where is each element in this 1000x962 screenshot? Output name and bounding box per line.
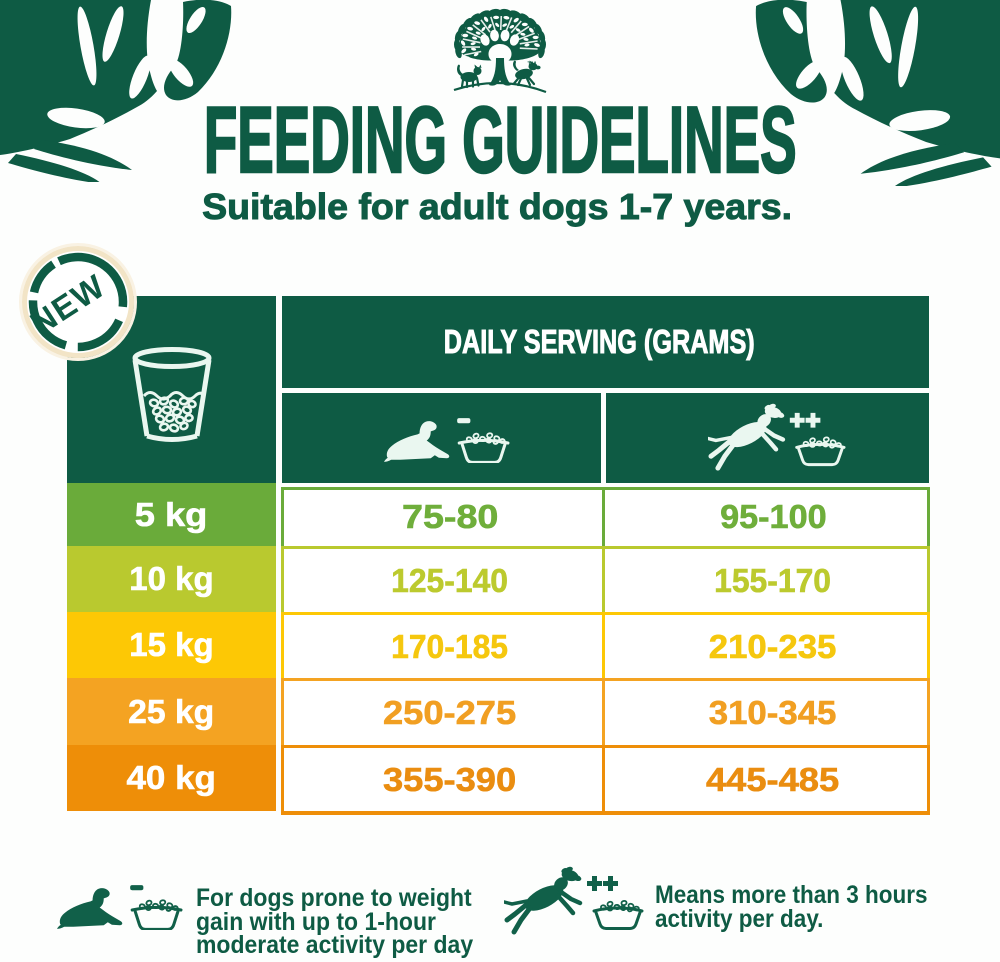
svg-text:TM: TM (528, 62, 537, 68)
